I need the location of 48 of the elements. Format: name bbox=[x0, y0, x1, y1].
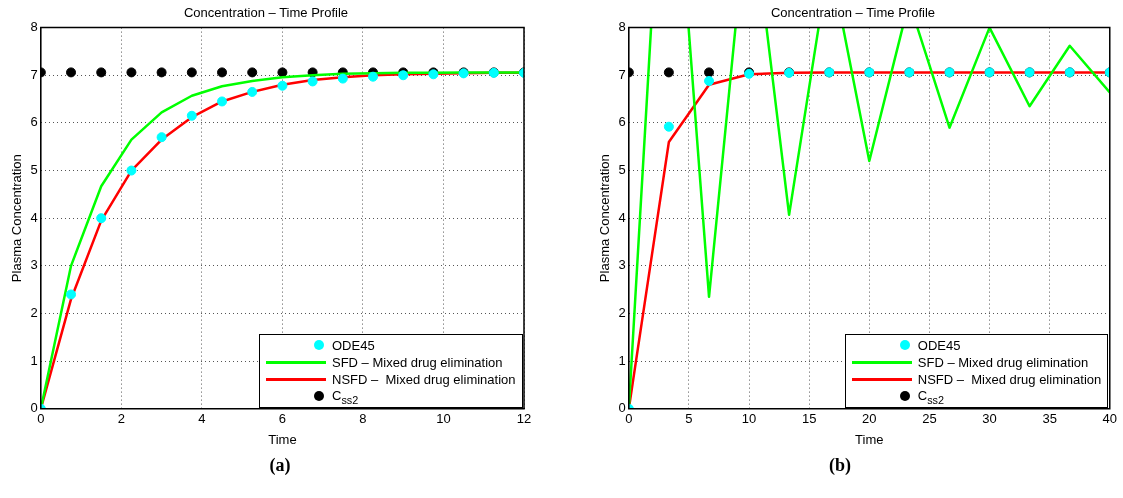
x-tick-label: 15 bbox=[801, 411, 817, 427]
y-axis-title: Plasma Concentration bbox=[597, 154, 613, 283]
x-tick-label: 4 bbox=[198, 411, 206, 427]
legend-label: SFD – Mixed drug elimination bbox=[917, 354, 1089, 370]
legend-label: NSFD – Mixed drug elimination bbox=[332, 371, 516, 387]
y-tick-label: 3 bbox=[618, 257, 626, 273]
x-tick-label: 25 bbox=[922, 411, 937, 427]
y-tick-label: 8 bbox=[30, 19, 38, 35]
x-tick-label: 20 bbox=[862, 411, 877, 427]
x-tick-label: 2 bbox=[117, 411, 125, 427]
text: (b) bbox=[828, 455, 852, 476]
x-tick-label: 12 bbox=[516, 411, 532, 427]
legend-label: C$_{ss2}$ bbox=[917, 387, 945, 406]
y-axis-title: Plasma Concentration bbox=[9, 154, 25, 283]
y-tick-label: 2 bbox=[30, 305, 38, 321]
x-tick-label: 30 bbox=[982, 411, 997, 427]
y-tick-label: 6 bbox=[618, 114, 626, 130]
x-tick-label: 5 bbox=[685, 411, 693, 427]
y-tick-label: 6 bbox=[30, 114, 38, 130]
text: (a) bbox=[268, 455, 292, 476]
x-axis-title: Time bbox=[268, 431, 297, 447]
y-tick-label: 7 bbox=[618, 66, 626, 82]
x-tick-label: 10 bbox=[436, 411, 451, 427]
y-tick-label: 4 bbox=[30, 209, 38, 225]
y-tick-label: 5 bbox=[618, 162, 626, 178]
y-tick-label: 4 bbox=[618, 209, 626, 225]
x-axis-title: Time bbox=[855, 431, 884, 447]
y-tick-label: 8 bbox=[618, 19, 626, 35]
y-tick-label: 7 bbox=[30, 66, 38, 82]
y-tick-label: 1 bbox=[30, 352, 38, 368]
y-tick-label: 1 bbox=[618, 352, 626, 368]
chart-title: Concentration – Time Profile bbox=[770, 5, 936, 21]
x-tick-label: 10 bbox=[741, 411, 757, 427]
chart-title: Concentration – Time Profile bbox=[183, 5, 349, 21]
x-tick-label: 8 bbox=[359, 411, 367, 427]
legend-label: ODE45 bbox=[917, 337, 961, 353]
x-tick-label: 6 bbox=[278, 411, 287, 427]
x-tick-label: 35 bbox=[1042, 411, 1057, 427]
y-tick-label: 3 bbox=[30, 257, 38, 273]
legend-label: NSFD – Mixed drug elimination bbox=[917, 371, 1102, 387]
legend-label: SFD – Mixed drug elimination bbox=[332, 354, 503, 370]
legend-label: ODE45 bbox=[332, 337, 375, 353]
legend-label: C$_{ss2}$ bbox=[332, 387, 359, 406]
y-tick-label: 5 bbox=[30, 162, 38, 178]
y-tick-label: 2 bbox=[618, 305, 626, 321]
y-tick-label: 0 bbox=[618, 400, 626, 416]
x-tick-label: 40 bbox=[1102, 411, 1117, 427]
y-tick-label: 0 bbox=[30, 400, 38, 416]
